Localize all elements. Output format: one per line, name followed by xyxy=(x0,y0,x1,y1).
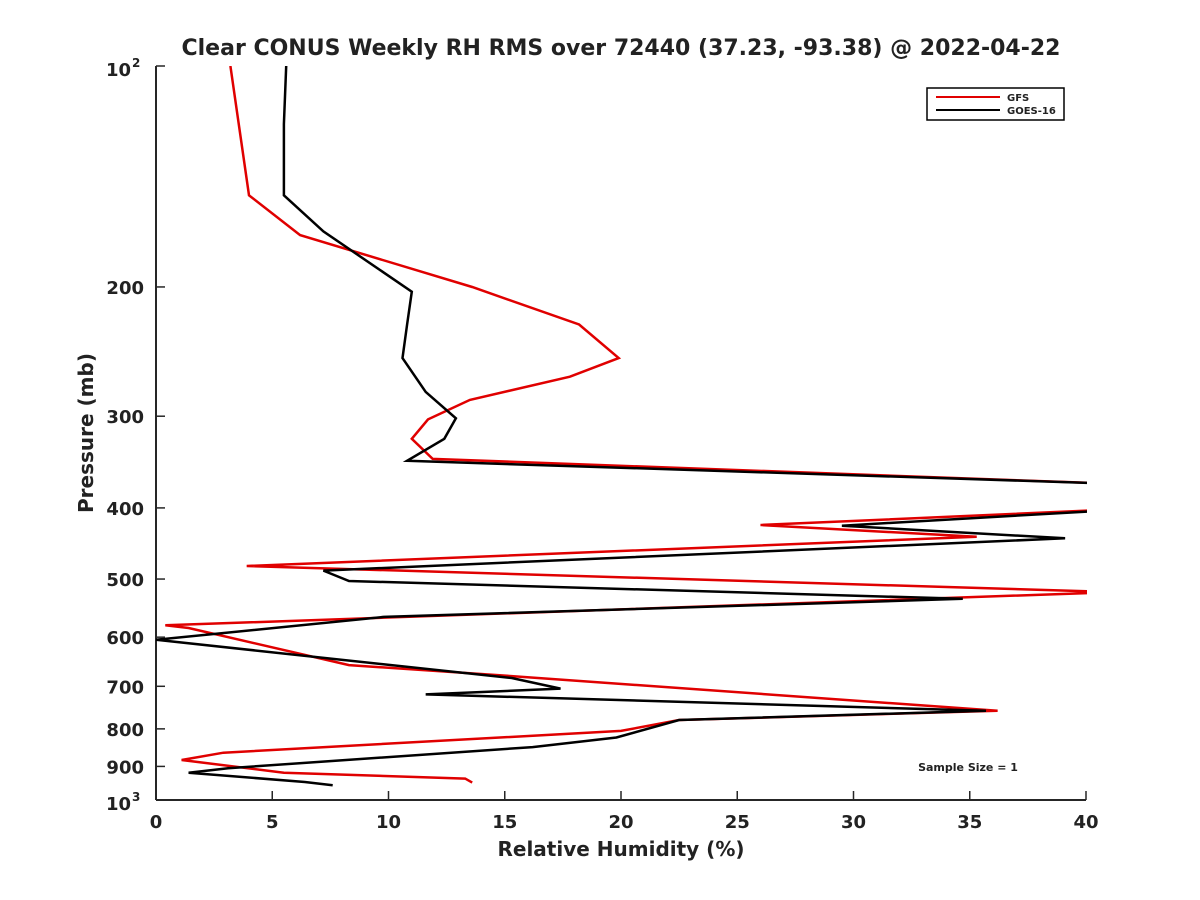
series-line-goes-16 xyxy=(156,66,1087,787)
legend-box xyxy=(926,87,1065,121)
x-tick-label: 20 xyxy=(608,812,633,833)
legend-entries: GFS GOES-16 xyxy=(936,93,1056,117)
y-endpoint-exponent: 2 xyxy=(132,56,140,70)
legend-label: GOES-16 xyxy=(1007,106,1056,117)
y-tick-label: 800 xyxy=(106,720,144,741)
y-tick-label: 200 xyxy=(106,278,144,299)
x-axis-label: Relative Humidity (%) xyxy=(497,837,744,861)
y-tick-label: 900 xyxy=(106,757,144,778)
series-layer xyxy=(156,66,1087,787)
y-axis-label: Pressure (mb) xyxy=(74,353,98,513)
x-tick-label: 40 xyxy=(1073,812,1098,833)
x-tick-label: 35 xyxy=(957,812,982,833)
y-tick-label: 300 xyxy=(106,407,144,428)
chart-title: Clear CONUS Weekly RH RMS over 72440 (37… xyxy=(182,36,1061,61)
y-tick-label: 700 xyxy=(106,677,144,698)
y-endpoint-exponent: 3 xyxy=(132,790,140,804)
y-tick-label: 400 xyxy=(106,499,144,520)
x-tick-label: 10 xyxy=(376,812,401,833)
x-tick-label: 30 xyxy=(841,812,866,833)
sample-size-annotation: Sample Size = 1 xyxy=(918,761,1018,774)
x-tick-label: 0 xyxy=(150,812,163,833)
y-endpoint-base: 10 xyxy=(106,60,131,81)
y-tick-label: 600 xyxy=(106,628,144,649)
y-endpoint-base: 10 xyxy=(106,794,131,815)
x-axis-ticks: 0 5 10 15 20 25 30 35 40 xyxy=(150,791,1099,833)
x-tick-label: 15 xyxy=(492,812,517,833)
x-tick-label: 5 xyxy=(266,812,279,833)
legend: GFS GOES-16 xyxy=(926,87,1065,121)
series-line-gfs xyxy=(165,66,1087,784)
y-tick-label: 500 xyxy=(106,570,144,591)
x-tick-label: 25 xyxy=(725,812,750,833)
legend-label: GFS xyxy=(1007,93,1029,104)
